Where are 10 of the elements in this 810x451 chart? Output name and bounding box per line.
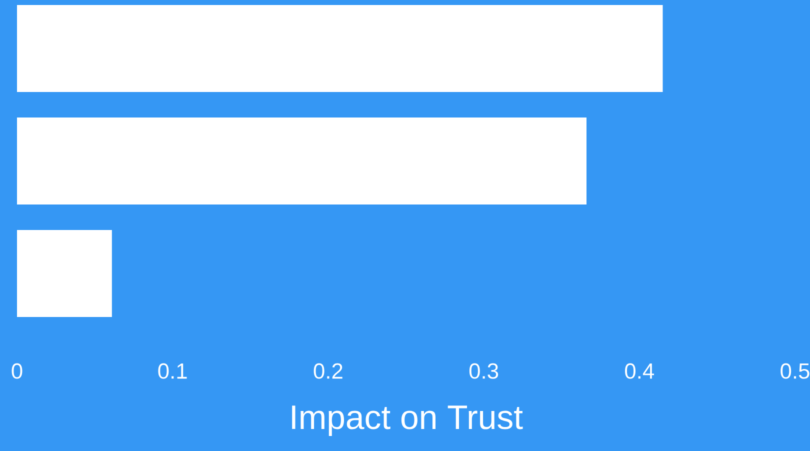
x-tick-label: 0.1 — [158, 363, 187, 379]
bar — [17, 230, 112, 318]
bar — [17, 5, 663, 92]
x-tick-label: 0 — [12, 363, 22, 379]
x-tick-label: 0.2 — [314, 363, 342, 379]
x-tick-label: 0.4 — [625, 363, 654, 379]
x-axis-title: Impact on Trust — [292, 406, 523, 436]
x-tick-label: 0.3 — [469, 363, 498, 379]
bar — [17, 118, 586, 205]
x-tick-label: 0.5 — [780, 363, 810, 379]
